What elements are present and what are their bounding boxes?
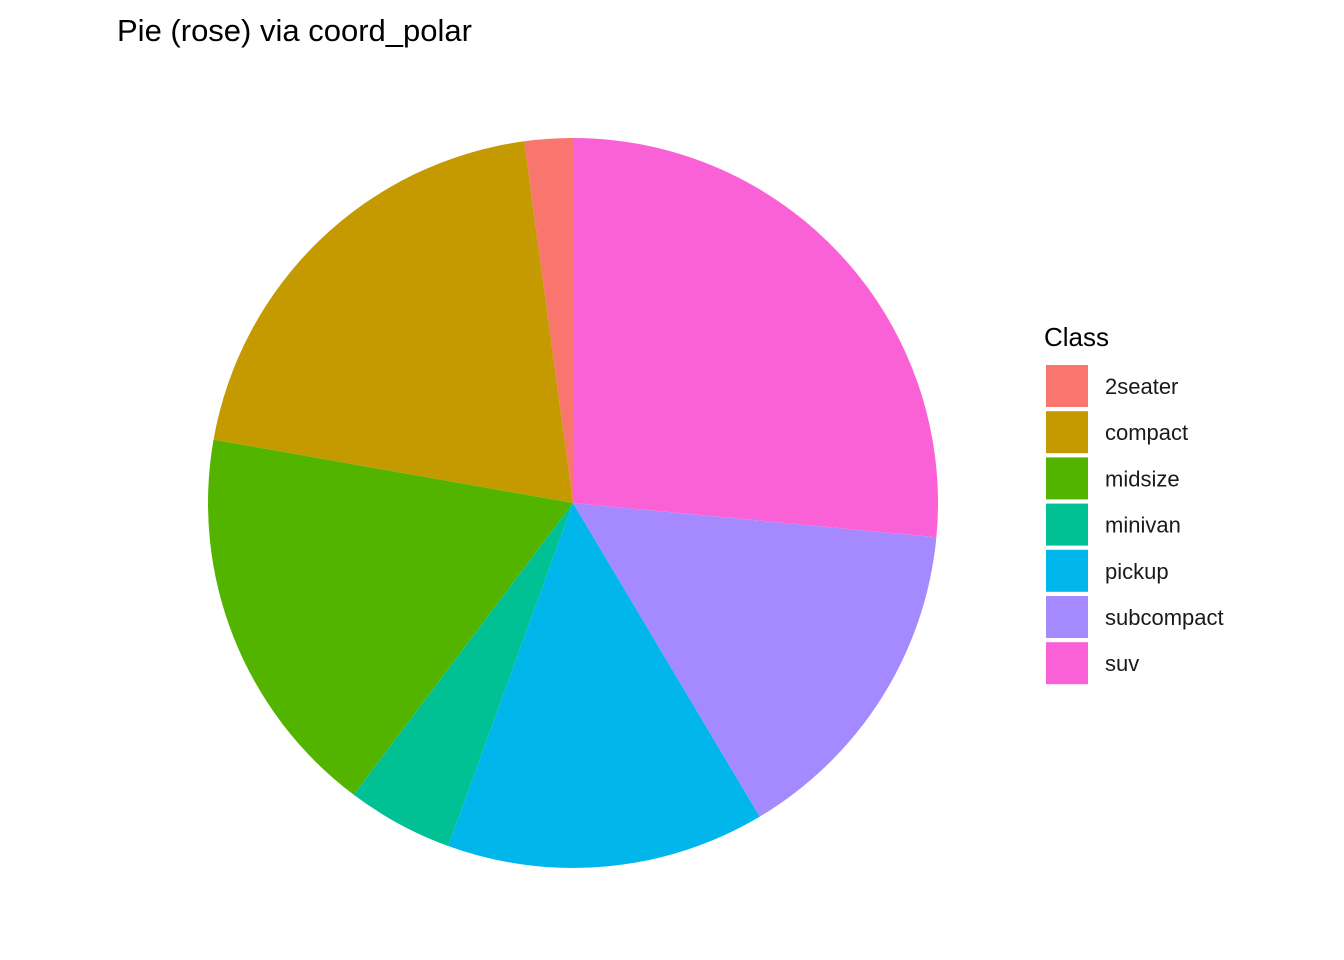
legend-label-midsize: midsize: [1105, 466, 1180, 491]
pie-area: [208, 138, 939, 869]
pie-slice-pickup: [448, 503, 760, 869]
pie-slice-compact: [213, 141, 574, 503]
legend-label-2seater: 2seater: [1105, 374, 1178, 399]
legend-label-pickup: pickup: [1105, 559, 1169, 584]
legend-label-suv: suv: [1105, 651, 1139, 676]
legend: Class 2seater compact midsize minivan pickup…: [1044, 322, 1224, 685]
pie-slice-midsize: [208, 439, 573, 795]
legend-key-pickup: [1046, 549, 1088, 592]
legend-items: 2seater compact midsize minivan pickup subcom…: [1046, 365, 1224, 685]
legend-key-2seater: [1046, 365, 1088, 407]
legend-key-suv: [1046, 642, 1088, 685]
pie-slice-subcompact: [573, 503, 937, 817]
legend-key-minivan: [1046, 503, 1088, 546]
legend-label-compact: compact: [1105, 420, 1188, 445]
legend-key-midsize: [1046, 457, 1088, 500]
legend-key-subcompact: [1046, 596, 1088, 638]
legend-label-minivan: minivan: [1105, 513, 1181, 538]
legend-label-subcompact: subcompact: [1105, 605, 1224, 630]
pie-slice-2seater: [524, 138, 573, 503]
pie-slice-minivan: [353, 503, 573, 846]
legend-key-compact: [1046, 411, 1088, 454]
pie-slice-suv: [573, 138, 939, 538]
chart-title: Pie (rose) via coord_polar: [117, 13, 472, 48]
legend-title: Class: [1044, 322, 1109, 352]
